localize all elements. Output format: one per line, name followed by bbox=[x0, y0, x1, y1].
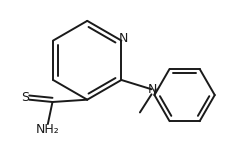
Text: S: S bbox=[21, 91, 29, 104]
Text: N: N bbox=[148, 83, 157, 96]
Text: NH₂: NH₂ bbox=[36, 123, 60, 136]
Text: N: N bbox=[118, 32, 128, 45]
